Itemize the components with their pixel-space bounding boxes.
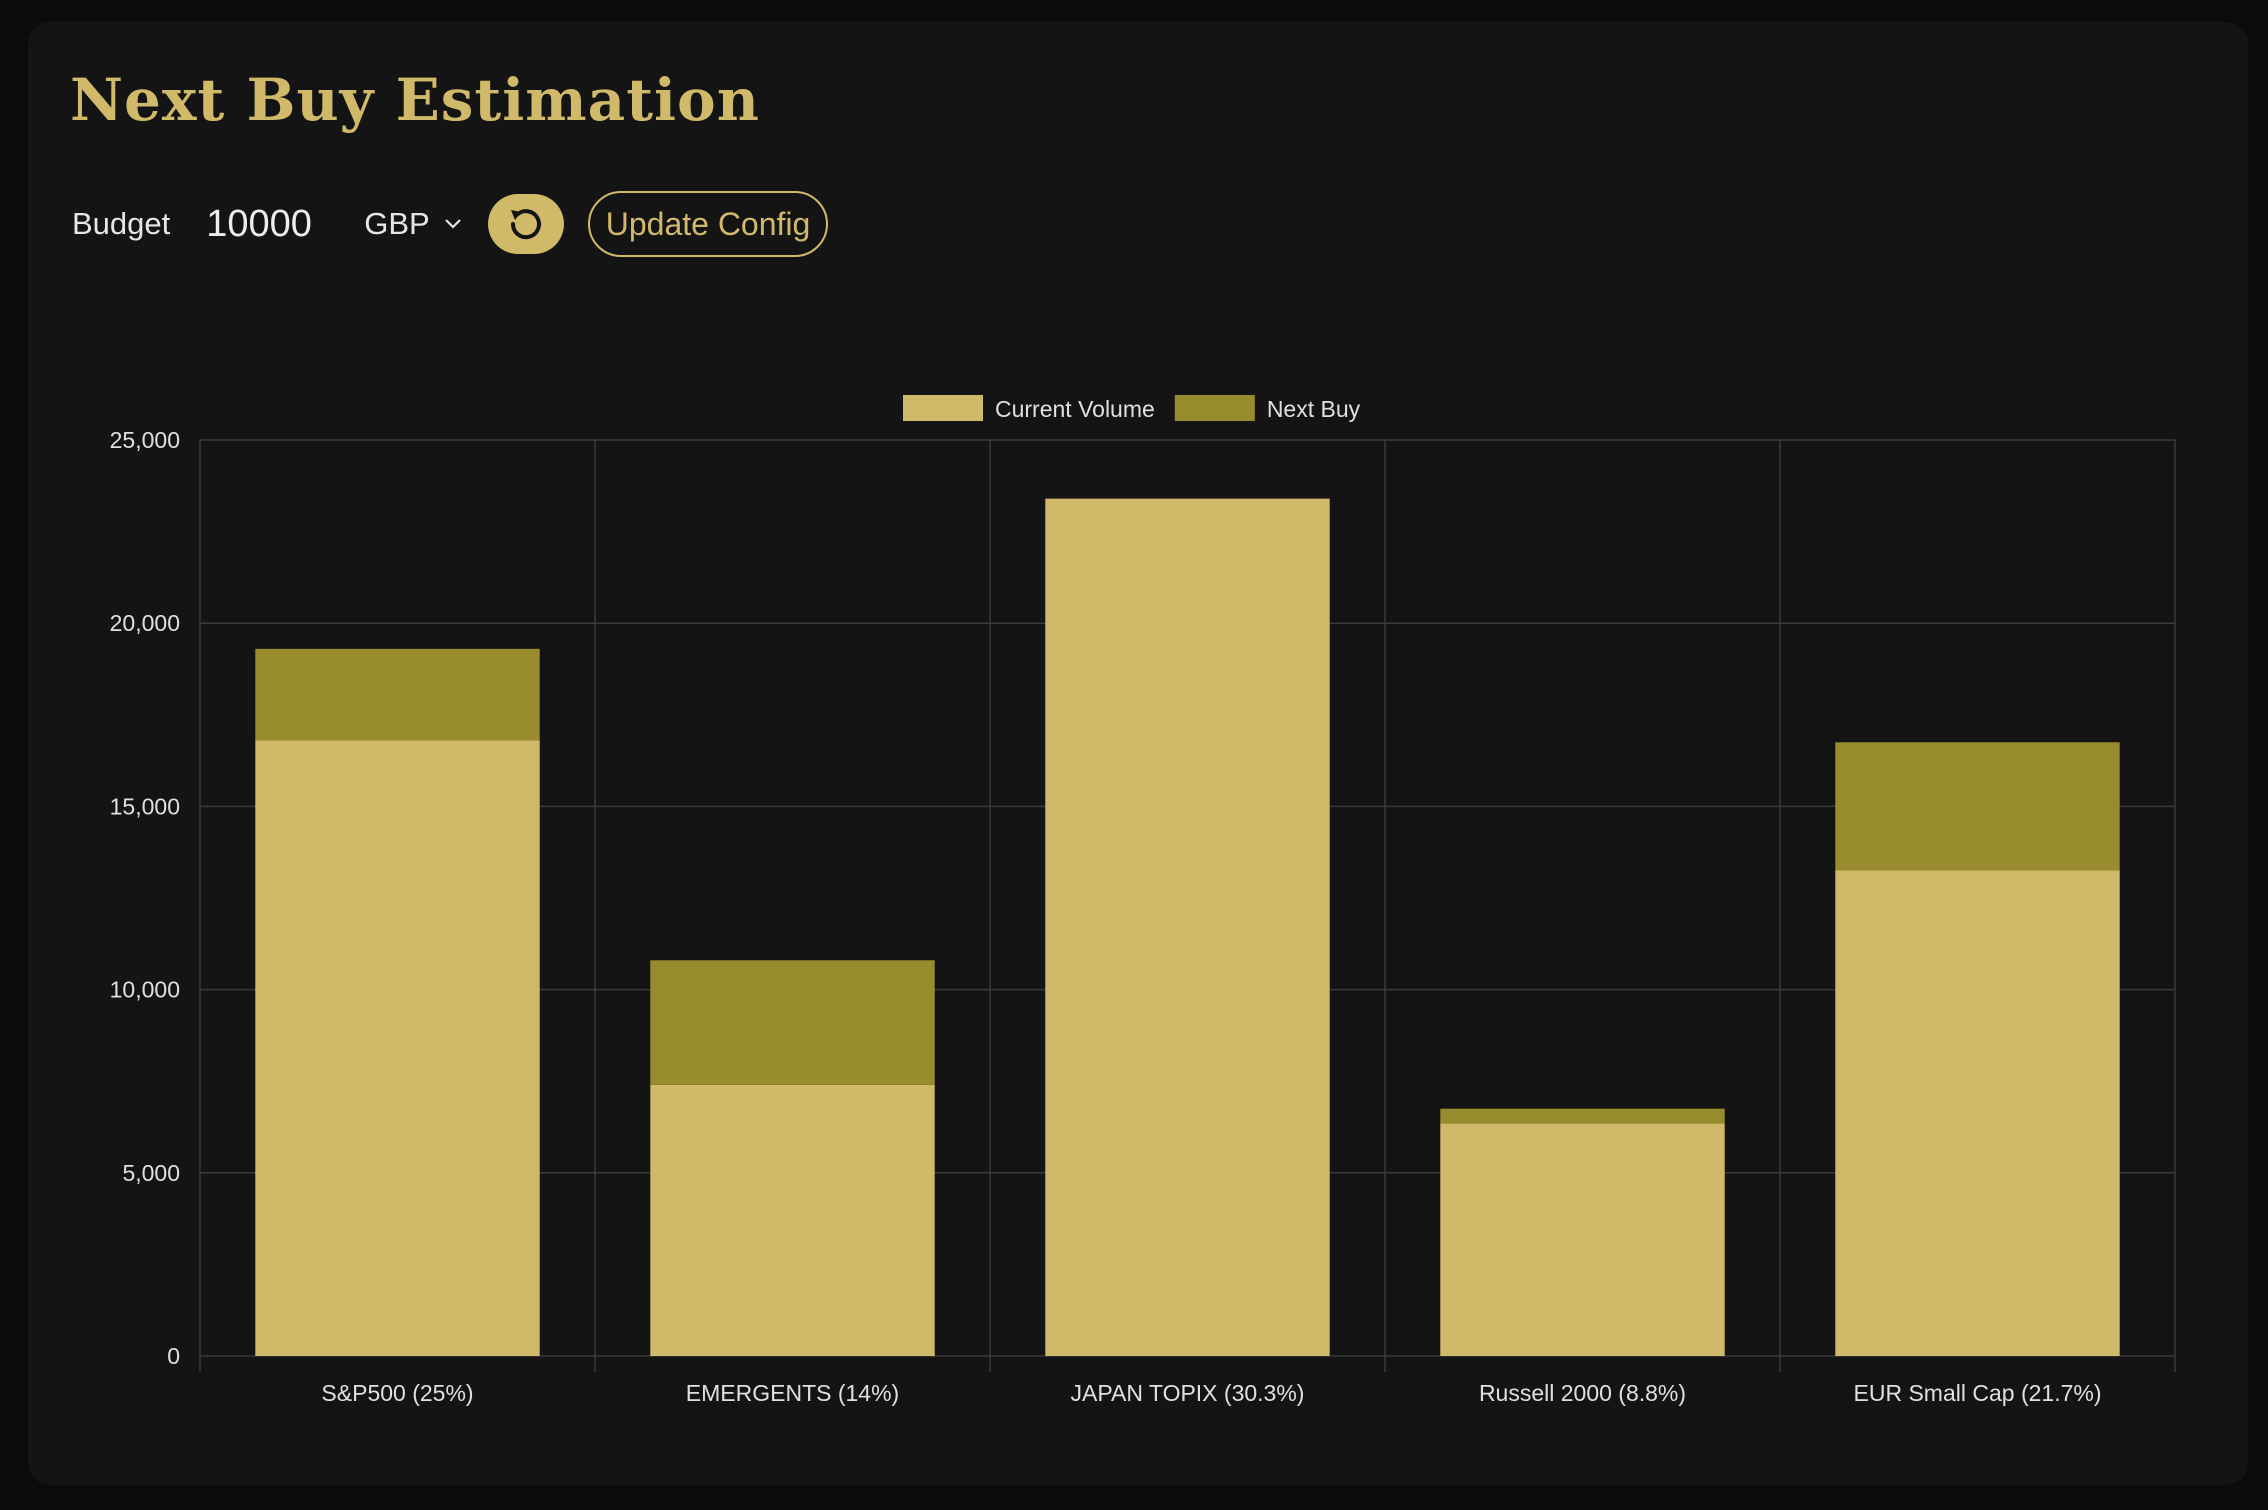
- legend-swatch-next-buy: [1174, 395, 1255, 421]
- currency-value: GBP: [364, 206, 430, 241]
- reset-icon: [506, 204, 546, 244]
- y-axis-ticks: 0 5,000 10,000 15,000 20,000 25,000: [110, 427, 180, 1369]
- legend-label-next-buy: Next Buy: [1267, 396, 1361, 422]
- chevron-down-icon: [444, 218, 462, 230]
- page-title: Next Buy Estimation: [70, 66, 760, 134]
- y-tick-label: 10,000: [110, 977, 180, 1003]
- bar-next-buy: [1440, 1108, 1725, 1124]
- x-axis-ticks: S&P500 (25%) EMERGENTS (14%) JAPAN TOPIX (…: [321, 1380, 2101, 1406]
- bar-current-volume: [255, 740, 540, 1356]
- y-tick-label: 25,000: [110, 427, 180, 453]
- controls-bar: Budget GBP Update Config: [72, 190, 829, 258]
- x-tick-label: JAPAN TOPIX (30.3%): [1071, 1380, 1305, 1406]
- x-tick-label: S&P500 (25%): [321, 1380, 473, 1406]
- currency-select[interactable]: GBP: [364, 206, 461, 242]
- x-tick-label: EUR Small Cap (21.7%): [1854, 1380, 2102, 1406]
- budget-label: Budget: [72, 206, 171, 241]
- y-tick-label: 0: [167, 1343, 180, 1369]
- bar-current-volume: [650, 1084, 935, 1356]
- bar-next-buy: [1835, 742, 2120, 871]
- budget-input[interactable]: [206, 202, 337, 246]
- update-config-button[interactable]: Update Config: [587, 191, 829, 257]
- chart-bars: [255, 498, 2120, 1356]
- y-tick-label: 20,000: [110, 610, 180, 636]
- bar-next-buy: [650, 960, 935, 1085]
- bar-current-volume: [1045, 498, 1330, 1356]
- x-tick-label: EMERGENTS (14%): [686, 1380, 899, 1406]
- y-tick-label: 15,000: [110, 793, 180, 819]
- bar-current-volume: [1835, 870, 2120, 1356]
- x-tick-label: Russell 2000 (8.8%): [1479, 1380, 1686, 1406]
- legend-label-current-volume: Current Volume: [995, 396, 1155, 422]
- chart-legend: Current Volume Next Buy: [903, 395, 1361, 422]
- bar-next-buy: [255, 648, 540, 741]
- y-tick-label: 5,000: [122, 1160, 180, 1186]
- legend-swatch-current-volume: [903, 395, 983, 421]
- reset-button[interactable]: [487, 194, 564, 254]
- bar-current-volume: [1440, 1123, 1725, 1356]
